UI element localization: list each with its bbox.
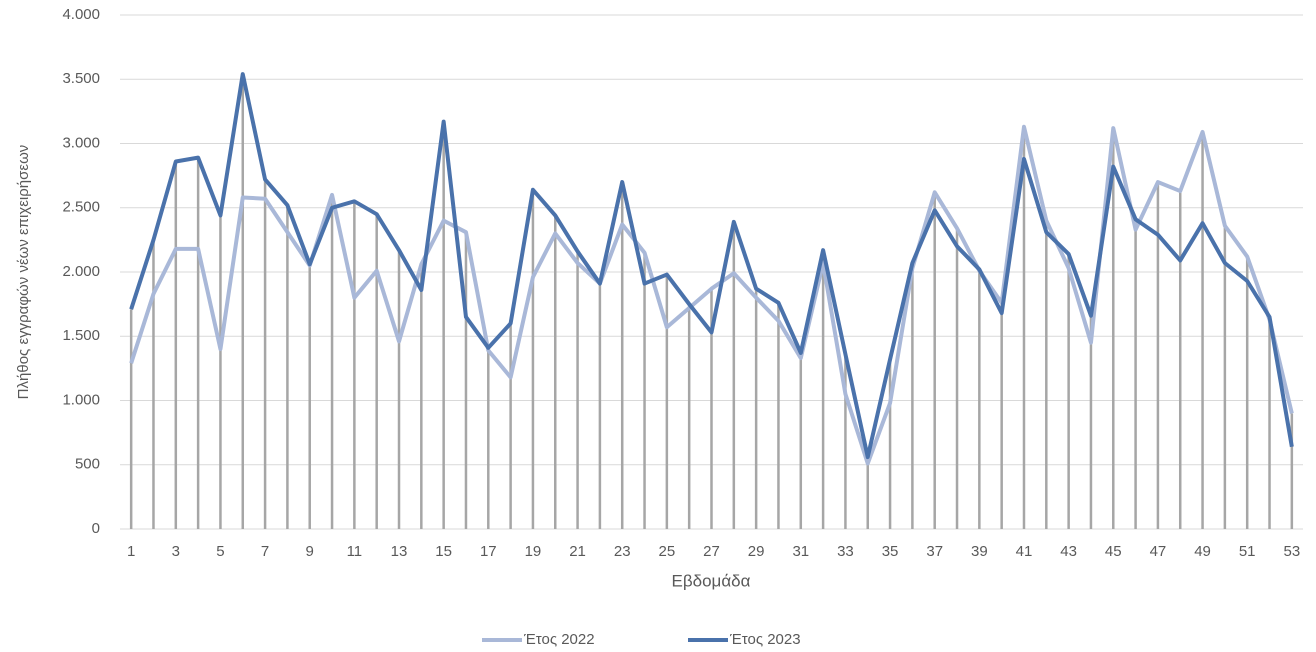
x-tick-label: 49 <box>1194 543 1211 560</box>
x-tick-label: 17 <box>480 543 497 560</box>
y-axis-title: Πλήθος εγγραφών νέων επιχειρήσεων <box>15 145 32 400</box>
x-tick-label: 27 <box>703 543 720 560</box>
x-tick-label: 15 <box>435 543 452 560</box>
x-tick-label: 43 <box>1060 543 1077 560</box>
x-tick-label: 19 <box>525 543 542 560</box>
y-tick-label: 4.000 <box>62 6 100 23</box>
y-tick-label: 0 <box>92 520 100 537</box>
x-tick-label: 11 <box>347 543 363 560</box>
x-tick-label: 37 <box>926 543 943 560</box>
x-tick-label: 29 <box>748 543 765 560</box>
x-tick-label: 9 <box>306 543 314 560</box>
x-tick-label: 45 <box>1105 543 1122 560</box>
y-tick-label: 500 <box>75 456 100 473</box>
legend-label: Έτος 2022 <box>523 631 595 648</box>
x-tick-label: 21 <box>569 543 586 560</box>
x-tick-label: 31 <box>792 543 809 560</box>
x-tick-label: 47 <box>1150 543 1167 560</box>
x-tick-label: 23 <box>614 543 631 560</box>
x-tick-label: 35 <box>882 543 899 560</box>
y-tick-label: 2.000 <box>62 263 100 280</box>
x-tick-label: 53 <box>1283 543 1300 560</box>
x-tick-label: 41 <box>1016 543 1033 560</box>
x-tick-label: 1 <box>127 543 135 560</box>
y-tick-label: 2.500 <box>62 199 100 216</box>
x-tick-label: 51 <box>1239 543 1256 560</box>
y-tick-label: 3.500 <box>62 70 100 87</box>
x-tick-label: 3 <box>172 543 180 560</box>
y-tick-label: 1.000 <box>62 391 100 408</box>
x-tick-label: 7 <box>261 543 269 560</box>
x-tick-label: 33 <box>837 543 854 560</box>
series-line <box>129 72 1294 460</box>
y-tick-label: 3.000 <box>62 134 100 151</box>
x-axis-title: Εβδομάδα <box>672 571 751 590</box>
legend-label: Έτος 2023 <box>729 631 801 648</box>
y-tick-label: 1.500 <box>62 327 100 344</box>
x-tick-label: 25 <box>659 543 676 560</box>
x-tick-label: 39 <box>971 543 988 560</box>
x-tick-label: 5 <box>216 543 224 560</box>
x-tick-label: 13 <box>391 543 408 560</box>
